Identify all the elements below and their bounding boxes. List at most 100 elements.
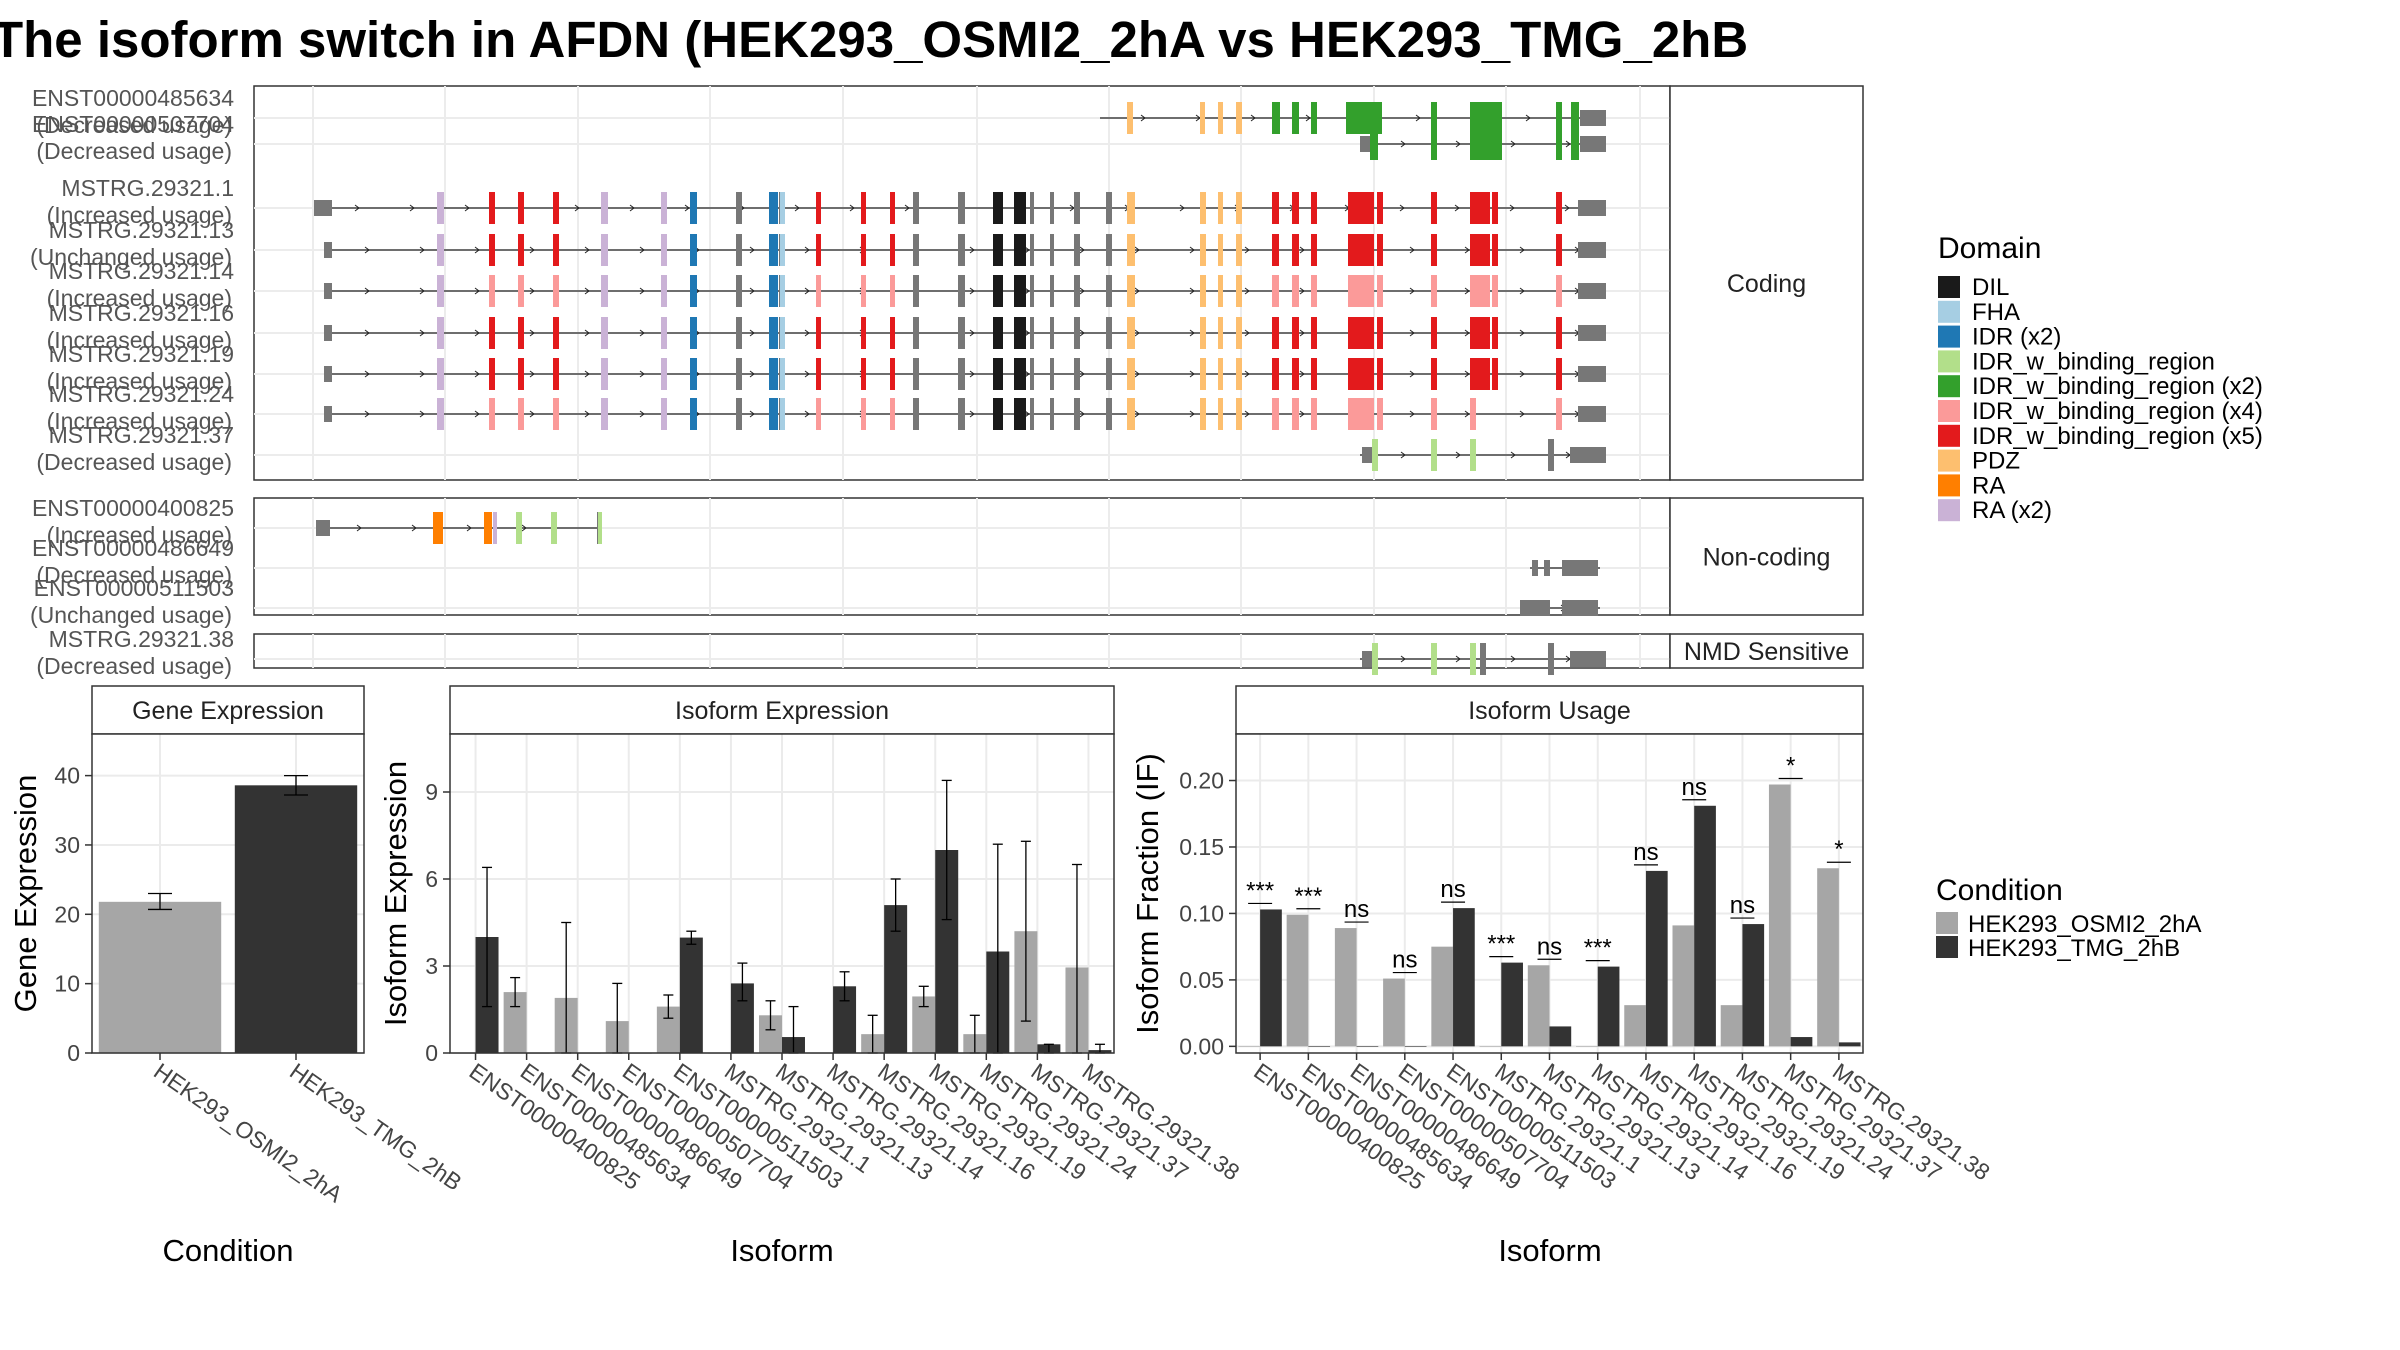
exon-block xyxy=(493,512,497,544)
exon-block xyxy=(690,234,697,266)
exon-block xyxy=(861,317,866,349)
data-bar xyxy=(656,1006,680,1053)
exon-block xyxy=(890,234,895,266)
intron-arrow xyxy=(364,246,370,254)
intron-arrow xyxy=(584,246,590,254)
exon-block xyxy=(1556,317,1562,349)
transcript-name: MSTRG.29321.1 xyxy=(61,175,234,201)
intron-arrow xyxy=(1244,287,1250,295)
transcript-usage: (Increased usage) xyxy=(47,327,232,353)
transcript-name: MSTRG.29321.14 xyxy=(49,258,235,284)
intron-arrow xyxy=(1079,370,1085,378)
intron-arrow xyxy=(1519,329,1525,337)
transcript-row: ENST00000511503(Unchanged usage) xyxy=(30,575,1600,628)
exon-block xyxy=(816,192,821,224)
domain-legend-key xyxy=(1938,276,1960,298)
intron-arrow xyxy=(1409,410,1415,418)
exon-block xyxy=(1492,192,1498,224)
intron-arrow xyxy=(1455,655,1461,663)
chart-strip xyxy=(1235,685,1864,735)
exon-block xyxy=(890,275,895,307)
exon-block xyxy=(489,358,495,390)
y-tick-label: 0.00 xyxy=(1179,1033,1224,1059)
exon-block xyxy=(690,275,697,307)
domain-legend-label: IDR_w_binding_region (x4) xyxy=(1972,398,2263,425)
exon-block xyxy=(1431,398,1437,430)
exon-block xyxy=(1377,398,1383,430)
exon-block xyxy=(553,358,559,390)
intron-arrow xyxy=(1299,370,1305,378)
data-bar xyxy=(1308,1046,1331,1047)
data-bar xyxy=(1790,1037,1813,1047)
exon-block xyxy=(1377,275,1383,307)
exon-block xyxy=(1470,192,1490,224)
intron-arrow xyxy=(584,329,590,337)
exon-block xyxy=(1578,366,1606,382)
exon-block xyxy=(1348,192,1374,224)
exon-block xyxy=(1556,128,1562,160)
exon-block xyxy=(1372,439,1378,471)
exon-block xyxy=(1470,128,1502,160)
exon-block xyxy=(1030,192,1034,224)
data-bar xyxy=(1597,966,1620,1047)
data-bar xyxy=(1431,946,1454,1047)
exon-block xyxy=(1520,600,1550,616)
exon-block xyxy=(1292,398,1299,430)
exon-block xyxy=(1492,358,1498,390)
exon-block xyxy=(1431,192,1437,224)
intron-arrow xyxy=(1140,114,1146,122)
intron-arrow xyxy=(804,370,810,378)
data-bar xyxy=(1334,928,1357,1047)
intron-arrow xyxy=(969,410,975,418)
intron-arrow xyxy=(1564,204,1570,212)
domain-legend-key xyxy=(1938,300,1960,323)
exon-block xyxy=(489,192,495,224)
x-axis-title: Condition xyxy=(163,1233,294,1268)
exon-block xyxy=(1292,102,1299,134)
transcript-usage: (Increased usage) xyxy=(47,285,232,311)
y-axis-title: Gene Expression xyxy=(8,775,43,1013)
y-tick-label: 40 xyxy=(54,763,80,789)
transcript-name: MSTRG.29321.16 xyxy=(49,300,234,326)
exon-block xyxy=(1292,192,1299,224)
y-tick-label: 9 xyxy=(425,779,438,805)
intron-arrow xyxy=(969,329,975,337)
intron-arrow xyxy=(464,204,470,212)
exon-block xyxy=(780,398,785,430)
exon-block xyxy=(780,192,785,224)
intron-arrow xyxy=(749,287,755,295)
exon-block xyxy=(1127,234,1135,266)
domain-legend-label: DIL xyxy=(1972,274,2009,301)
exon-block xyxy=(769,234,778,266)
structure-panel-frame xyxy=(253,497,1671,616)
intron-arrow xyxy=(749,246,755,254)
y-tick-label: 0 xyxy=(67,1040,80,1066)
transcript-usage: (Decreased usage) xyxy=(36,562,232,588)
exon-block xyxy=(1106,398,1112,430)
y-tick-label: 20 xyxy=(54,901,80,927)
intron-arrow xyxy=(1244,370,1250,378)
intron-arrow xyxy=(969,370,975,378)
y-tick-label: 0.05 xyxy=(1179,967,1224,993)
exon-block xyxy=(1236,192,1242,224)
intron-arrow xyxy=(749,410,755,418)
exon-block xyxy=(1544,560,1550,576)
domain-legend-key xyxy=(1938,325,1960,348)
structure-panel-1: Non-coding ENST00000400825(Increased usag… xyxy=(30,495,1864,628)
intron-arrow xyxy=(1464,287,1470,295)
intron-arrow xyxy=(574,204,580,212)
exon-block xyxy=(1431,128,1437,160)
intron-arrow xyxy=(364,370,370,378)
intron-arrow xyxy=(1079,287,1085,295)
exon-block xyxy=(1014,275,1026,307)
data-bar xyxy=(1768,784,1791,1047)
domain-legend-label: IDR (x2) xyxy=(1972,324,2061,351)
exon-block xyxy=(1362,651,1372,667)
exon-block xyxy=(816,275,821,307)
intron-arrow xyxy=(1409,329,1415,337)
exon-block xyxy=(1106,234,1112,266)
exon-block xyxy=(518,317,524,349)
intron-arrow xyxy=(419,329,425,337)
condition-legend-title: Condition xyxy=(1936,874,2063,907)
